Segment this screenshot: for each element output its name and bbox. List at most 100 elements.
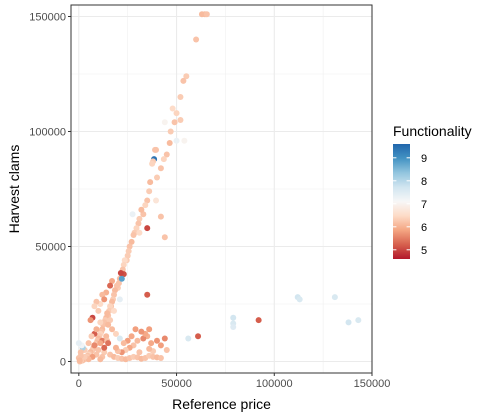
data-point	[154, 174, 160, 181]
data-point	[134, 337, 141, 344]
data-point	[163, 347, 170, 353]
data-point	[161, 335, 168, 342]
data-point	[171, 119, 178, 126]
data-point	[230, 314, 237, 321]
data-point	[138, 206, 145, 213]
x-tick-label: 50000	[161, 378, 192, 390]
data-point	[97, 319, 104, 326]
data-point	[93, 298, 100, 305]
y-tick-label: 150000	[29, 12, 66, 24]
data-point	[117, 269, 124, 276]
data-point	[157, 165, 164, 172]
data-point	[120, 261, 127, 268]
legend-colorbar	[393, 144, 410, 259]
data-point	[91, 342, 98, 349]
x-axis-title: Reference price	[172, 396, 271, 412]
data-point	[161, 234, 168, 241]
data-point	[157, 342, 164, 349]
data-point	[255, 317, 262, 324]
data-point	[173, 137, 180, 144]
data-point	[109, 298, 116, 305]
y-tick-label: 0	[60, 357, 66, 369]
data-point	[136, 215, 143, 222]
data-point	[109, 326, 116, 333]
data-point	[87, 317, 94, 324]
data-point	[296, 296, 303, 303]
data-point	[177, 94, 184, 100]
data-point	[144, 291, 151, 298]
data-point	[167, 128, 174, 135]
data-point	[173, 110, 180, 117]
data-point	[105, 340, 112, 347]
data-point	[101, 344, 108, 351]
data-point	[135, 220, 142, 227]
y-tick-label: 100000	[29, 127, 66, 139]
legend-label: 9	[421, 153, 427, 165]
data-point	[111, 291, 117, 298]
data-point	[107, 317, 114, 324]
data-point	[126, 243, 133, 250]
data-point	[331, 294, 338, 301]
legend-ticks: 5 6 7 8 9	[393, 153, 427, 257]
data-point	[101, 349, 108, 356]
data-point	[120, 340, 127, 347]
data-point	[130, 232, 137, 238]
data-point	[193, 36, 200, 43]
data-point	[146, 326, 153, 333]
data-point	[109, 278, 116, 284]
data-point	[93, 326, 100, 333]
y-tick-label: 50000	[35, 242, 66, 254]
data-point	[153, 197, 160, 204]
data-point	[177, 117, 184, 123]
data-point	[181, 137, 188, 144]
color-legend: Functionality 5 6 7 8 9	[393, 123, 472, 259]
data-point	[230, 324, 237, 330]
legend-label: 8	[421, 176, 427, 188]
data-point	[147, 179, 154, 186]
data-point	[140, 335, 147, 342]
legend-label: 6	[421, 222, 427, 234]
data-point	[85, 340, 92, 347]
data-point	[105, 321, 112, 328]
plot-border	[70, 4, 373, 374]
data-point	[76, 357, 83, 364]
data-point	[132, 326, 139, 333]
data-point	[107, 303, 114, 310]
data-point	[113, 282, 120, 289]
data-point	[112, 330, 119, 337]
legend-title: Functionality	[393, 123, 472, 139]
x-axis-ticks: 0 50000 100000 150000	[76, 373, 391, 390]
minor-gridlines	[71, 5, 372, 373]
data-point	[185, 335, 192, 342]
data-point	[136, 349, 143, 356]
data-point	[148, 340, 155, 347]
y-axis-ticks: 0 50000 100000 150000	[29, 12, 71, 369]
data-point	[144, 197, 151, 204]
data-point	[75, 340, 82, 347]
data-point	[99, 291, 106, 298]
data-point	[183, 73, 190, 80]
data-point	[128, 238, 135, 245]
data-point	[104, 310, 111, 317]
legend-label: 7	[421, 199, 427, 211]
data-point	[111, 287, 118, 294]
data-point	[154, 337, 160, 344]
data-point	[157, 213, 164, 220]
data-point	[138, 328, 145, 335]
data-point	[111, 307, 117, 314]
data-point	[345, 319, 352, 326]
data-point	[95, 307, 102, 314]
data-point	[103, 333, 110, 340]
data-point	[116, 335, 123, 342]
x-tick-label: 150000	[354, 378, 391, 390]
data-point	[161, 119, 168, 126]
data-point	[355, 317, 362, 324]
data-point	[121, 257, 128, 264]
data-point	[88, 333, 95, 340]
data-point	[166, 140, 173, 146]
x-tick-label: 0	[76, 378, 82, 390]
y-axis-title: Harvest clams	[6, 145, 22, 234]
data-point	[101, 296, 108, 303]
data-point	[169, 105, 176, 112]
